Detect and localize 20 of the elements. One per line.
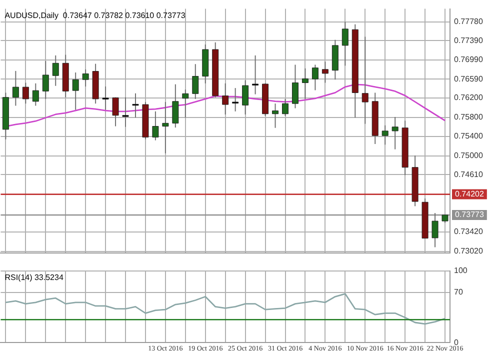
y-tick-label: 0.76590: [454, 74, 484, 84]
y-tick-label: 0.77780: [454, 17, 484, 26]
y-tick-label: 0.75400: [454, 132, 484, 141]
y-tick-label: 0.77390: [454, 36, 484, 45]
y-tick-label: 0.76200: [454, 93, 484, 102]
y-tick-label: 0.75800: [454, 112, 484, 122]
y-tick-label: 0.74610: [454, 170, 484, 179]
ref-line-label: 0.74202: [455, 189, 484, 198]
candlestick: [192, 64, 199, 100]
chart-title: AUDUSD,Daily 0.73647 0.73782 0.73610 0.73773: [4, 11, 186, 20]
candlestick: [292, 64, 298, 109]
y-tick-label: 0: [454, 338, 459, 347]
y-tick-label: 0.76990: [454, 55, 484, 64]
y-tick-label: 0.73020: [454, 246, 484, 256]
ref-line-label: 0.73773: [455, 210, 484, 220]
y-tick-label: 70: [454, 288, 464, 297]
y-tick-label: 100: [454, 266, 468, 276]
chart-title: RSI(14) 33.5234: [4, 273, 64, 282]
y-tick-label: 0.73420: [454, 227, 484, 236]
y-tick-label: 0.75000: [454, 151, 484, 160]
